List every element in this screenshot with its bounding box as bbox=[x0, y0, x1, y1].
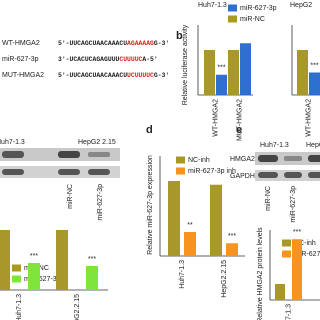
legend-swatch bbox=[228, 15, 237, 23]
panel-label: b bbox=[176, 30, 183, 42]
legend-swatch bbox=[176, 167, 185, 175]
x-label: Huh7-1.3 bbox=[16, 294, 23, 320]
seq-part: G-3' bbox=[154, 40, 169, 47]
bar bbox=[240, 43, 251, 95]
band bbox=[258, 172, 278, 178]
legend-swatch bbox=[12, 275, 21, 283]
x-label: Huh7-1.3 bbox=[285, 304, 292, 320]
cell-line: HepG2 2.15 bbox=[78, 139, 116, 146]
seq-part: AGAAAAG bbox=[127, 40, 154, 47]
seq-part: A-5' bbox=[142, 56, 157, 63]
x-label: Huh7-1.3 bbox=[179, 260, 186, 289]
bar bbox=[216, 74, 227, 95]
bar bbox=[86, 266, 98, 290]
band bbox=[58, 169, 80, 175]
blot-c bbox=[0, 148, 120, 178]
lane-label: miR-627-3p bbox=[97, 184, 104, 221]
chart-title: Huh7-1.3 bbox=[198, 2, 227, 9]
panel-label: e bbox=[236, 124, 242, 136]
bar bbox=[292, 239, 302, 300]
blot-e bbox=[255, 152, 320, 181]
seq-part: 3'-UCACUCAGAGUUU bbox=[58, 56, 120, 63]
band bbox=[2, 169, 24, 175]
significance: *** bbox=[228, 233, 236, 240]
legend-label: miR-627-3p bbox=[24, 276, 61, 283]
x-label: WT-HMGA2 bbox=[305, 99, 312, 137]
lane-label: miR-NC bbox=[67, 184, 74, 209]
legend-label: NC-inh bbox=[294, 240, 316, 247]
y-label: Relative miR-627-3p expression bbox=[147, 155, 154, 255]
lane-label: miR-NC bbox=[265, 186, 272, 211]
bar bbox=[56, 230, 68, 290]
cell-line: HepG2 bbox=[306, 142, 320, 149]
sequence: 5'-UUCAGCUAACAAACUUCUUUUCG-3' bbox=[58, 72, 169, 79]
significance: ** bbox=[187, 222, 193, 229]
legend-label: miR-NC bbox=[240, 16, 265, 23]
panel-label: d bbox=[146, 124, 153, 136]
x-label: HepG2.2.15 bbox=[74, 294, 81, 320]
bar bbox=[297, 50, 308, 95]
band bbox=[284, 172, 302, 178]
seq-part: 5'-UUCAGCUAACAAACU bbox=[58, 40, 127, 47]
band bbox=[2, 151, 24, 158]
legend-label: miR-627-3p inh bbox=[188, 168, 236, 175]
legend-label: miR-627-3p bbox=[240, 5, 277, 12]
legend-label: miR-627-3p inh bbox=[294, 251, 320, 258]
seq-label: miR-627-3p bbox=[2, 56, 39, 63]
seq-label: MUT-HMGA2 bbox=[2, 72, 44, 79]
sequence: 5'-UUCAGCUAACAAACUAGAAAAGG-3' bbox=[58, 40, 169, 47]
x-label: HepG2.2.15 bbox=[221, 260, 228, 298]
seq-part: G-3' bbox=[154, 72, 169, 79]
legend-swatch bbox=[176, 156, 185, 164]
legend-swatch bbox=[228, 4, 237, 12]
bar bbox=[168, 181, 180, 256]
x-label: WT-HMGA2 bbox=[212, 99, 219, 137]
bar bbox=[309, 72, 320, 95]
cell-line: Huh7-1.3 bbox=[260, 142, 289, 149]
seq-part: 5'-UUCAGCUAACAAACU bbox=[58, 72, 127, 79]
legend-swatch bbox=[282, 239, 291, 247]
legend-swatch bbox=[12, 264, 21, 272]
seq-part: UCUUUUC bbox=[127, 72, 154, 79]
band bbox=[88, 152, 110, 157]
chart-title: HepG2 bbox=[290, 2, 312, 9]
bar bbox=[275, 284, 285, 300]
protein-label: HMGA2 bbox=[230, 156, 255, 163]
legend-label: NC-inh bbox=[188, 157, 210, 164]
protein-label: GAPDH bbox=[230, 173, 255, 180]
y-label: Relative HMGA2 protein levels bbox=[257, 227, 264, 320]
bar bbox=[226, 243, 238, 256]
band bbox=[308, 155, 320, 162]
seq-part: CUUUUC bbox=[119, 56, 142, 63]
band bbox=[258, 155, 278, 162]
bar bbox=[204, 50, 215, 95]
lane-label: miR-627-3p bbox=[290, 186, 297, 223]
bar bbox=[0, 230, 10, 290]
band bbox=[284, 156, 302, 161]
significance: *** bbox=[293, 229, 301, 236]
significance: *** bbox=[30, 253, 38, 260]
band bbox=[308, 172, 320, 178]
bar bbox=[28, 263, 40, 290]
significance: *** bbox=[88, 256, 96, 263]
significance: *** bbox=[310, 62, 318, 69]
cell-line: Huh7-1.3 bbox=[0, 139, 25, 146]
x-label: MUT-HMGA2 bbox=[236, 99, 243, 141]
band bbox=[58, 151, 80, 158]
band bbox=[88, 169, 110, 175]
bar bbox=[228, 50, 239, 95]
bar bbox=[184, 232, 196, 256]
legend-swatch bbox=[282, 250, 291, 258]
seq-label: WT-HMGA2 bbox=[2, 40, 40, 47]
y-label: Relative luciferase activity bbox=[182, 24, 189, 105]
bar bbox=[210, 184, 222, 256]
sequence: 3'-UCACUCAGAGUUUCUUUUCA-5' bbox=[58, 56, 158, 63]
significance: *** bbox=[217, 65, 225, 72]
